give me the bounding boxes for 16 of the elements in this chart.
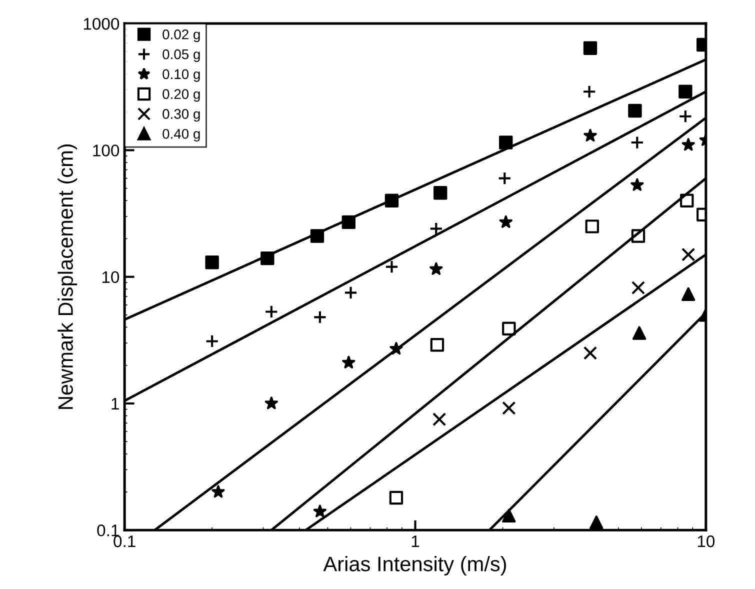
x-tick-label: 10 [698, 535, 715, 548]
y-tick-label: 1000 [84, 18, 120, 30]
legend-label: 0.40 g [162, 128, 200, 142]
y-tick-label: 0.1 [97, 524, 119, 536]
legend-label: 0.02 g [162, 29, 200, 42]
x-axis-title: Arias Intensity (m/s) [323, 556, 506, 576]
x-tick-label: 1 [412, 536, 420, 548]
x-tick-label: 0.1 [114, 535, 136, 548]
y-tick-label: 1 [112, 398, 119, 410]
legend-label: 0.05 g [162, 49, 200, 62]
y-tick-label: 100 [93, 144, 120, 156]
legend-label: 0.10 g [162, 69, 200, 82]
y-tick-label: 10 [102, 271, 120, 284]
legend-label: 0.30 g [162, 109, 200, 122]
y-axis-title: Newmark Displacement (cm) [58, 144, 78, 409]
legend-label: 0.20 g [162, 89, 200, 102]
